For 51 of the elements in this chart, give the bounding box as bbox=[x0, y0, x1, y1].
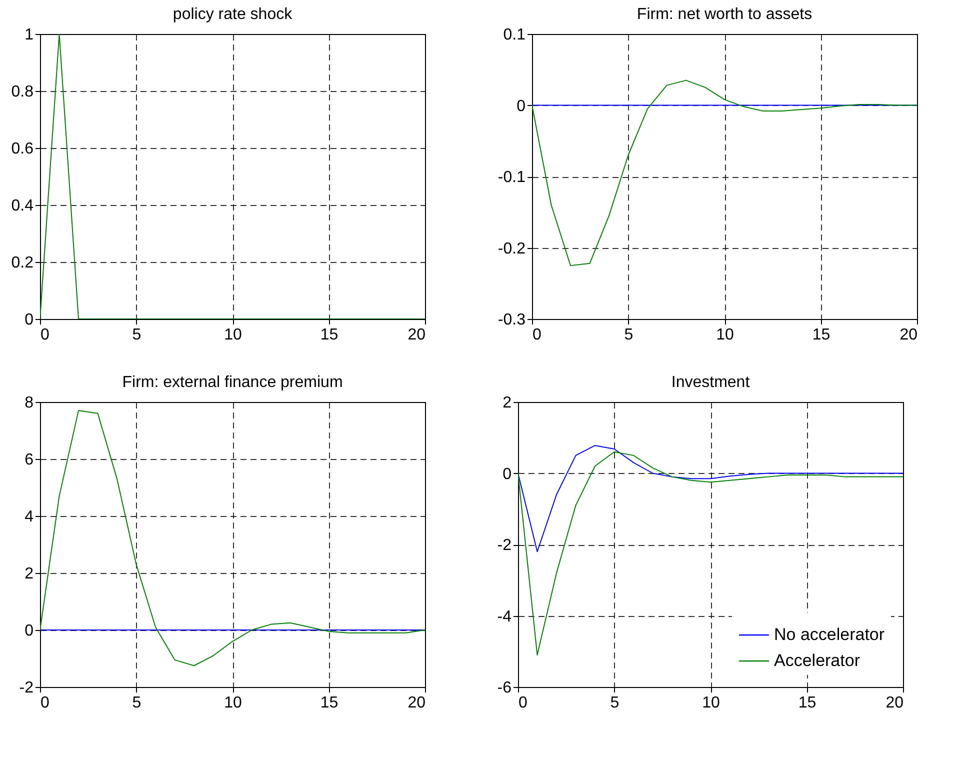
legend-label: Accelerator bbox=[774, 651, 860, 670]
x-tick-label: 20 bbox=[900, 326, 918, 344]
x-tick-label: 15 bbox=[812, 326, 830, 344]
x-tick-label: 20 bbox=[408, 326, 426, 344]
x-tick-label: 5 bbox=[624, 326, 634, 344]
y-tick-label: 4 bbox=[24, 508, 34, 526]
x-tick-label: 10 bbox=[716, 326, 734, 344]
x-tick-label: 0 bbox=[40, 694, 50, 712]
y-tick-label: 2 bbox=[502, 394, 512, 412]
y-tick-label: 1 bbox=[24, 26, 34, 44]
y-tick-label: 2 bbox=[24, 566, 34, 582]
y-tick-label: 0.8 bbox=[11, 84, 34, 100]
chart-title: Firm: external finance premium bbox=[122, 374, 343, 391]
y-tick-label: 0.1 bbox=[503, 26, 526, 44]
y-tick-label: 0 bbox=[24, 622, 34, 640]
y-tick-label: 6 bbox=[24, 452, 34, 468]
chart-title: policy rate shock bbox=[172, 6, 294, 23]
legend-label: No accelerator bbox=[774, 625, 885, 644]
x-tick-label: 5 bbox=[610, 694, 620, 712]
x-tick-label: 10 bbox=[224, 326, 242, 344]
chart-title: Investment bbox=[671, 374, 750, 391]
y-tick-label: 0.2 bbox=[11, 254, 34, 272]
y-tick-label: -4 bbox=[497, 608, 512, 626]
chart-title: Firm: net worth to assets bbox=[636, 6, 812, 23]
y-tick-label: -2 bbox=[19, 680, 34, 696]
x-tick-label: 15 bbox=[798, 694, 816, 712]
x-tick-label: 5 bbox=[132, 694, 142, 712]
y-tick-label: 0.4 bbox=[11, 198, 34, 214]
line-series bbox=[518, 451, 903, 656]
x-tick-label: 0 bbox=[532, 326, 542, 344]
y-tick-label: -2 bbox=[497, 537, 512, 554]
x-tick-label: 10 bbox=[702, 694, 720, 712]
x-tick-label: 0 bbox=[40, 326, 50, 344]
x-tick-label: 5 bbox=[132, 326, 142, 344]
line-series bbox=[518, 444, 903, 552]
x-tick-label: 20 bbox=[408, 694, 426, 712]
y-tick-label: -0.3 bbox=[498, 312, 526, 328]
y-tick-label: -6 bbox=[497, 680, 512, 696]
y-tick-label: -0.1 bbox=[498, 169, 526, 186]
x-tick-label: 15 bbox=[320, 326, 338, 344]
y-tick-label: -0.2 bbox=[498, 240, 526, 258]
x-tick-label: 15 bbox=[320, 694, 338, 712]
y-tick-label: 0 bbox=[516, 98, 526, 115]
line-series bbox=[532, 80, 917, 266]
line-series bbox=[40, 410, 425, 666]
x-tick-label: 10 bbox=[224, 694, 242, 712]
y-tick-label: 8 bbox=[24, 394, 34, 412]
y-tick-label: 0 bbox=[24, 312, 34, 328]
y-tick-label: 0 bbox=[502, 466, 512, 483]
y-tick-label: 0.6 bbox=[11, 140, 34, 158]
x-tick-label: 20 bbox=[886, 694, 904, 712]
